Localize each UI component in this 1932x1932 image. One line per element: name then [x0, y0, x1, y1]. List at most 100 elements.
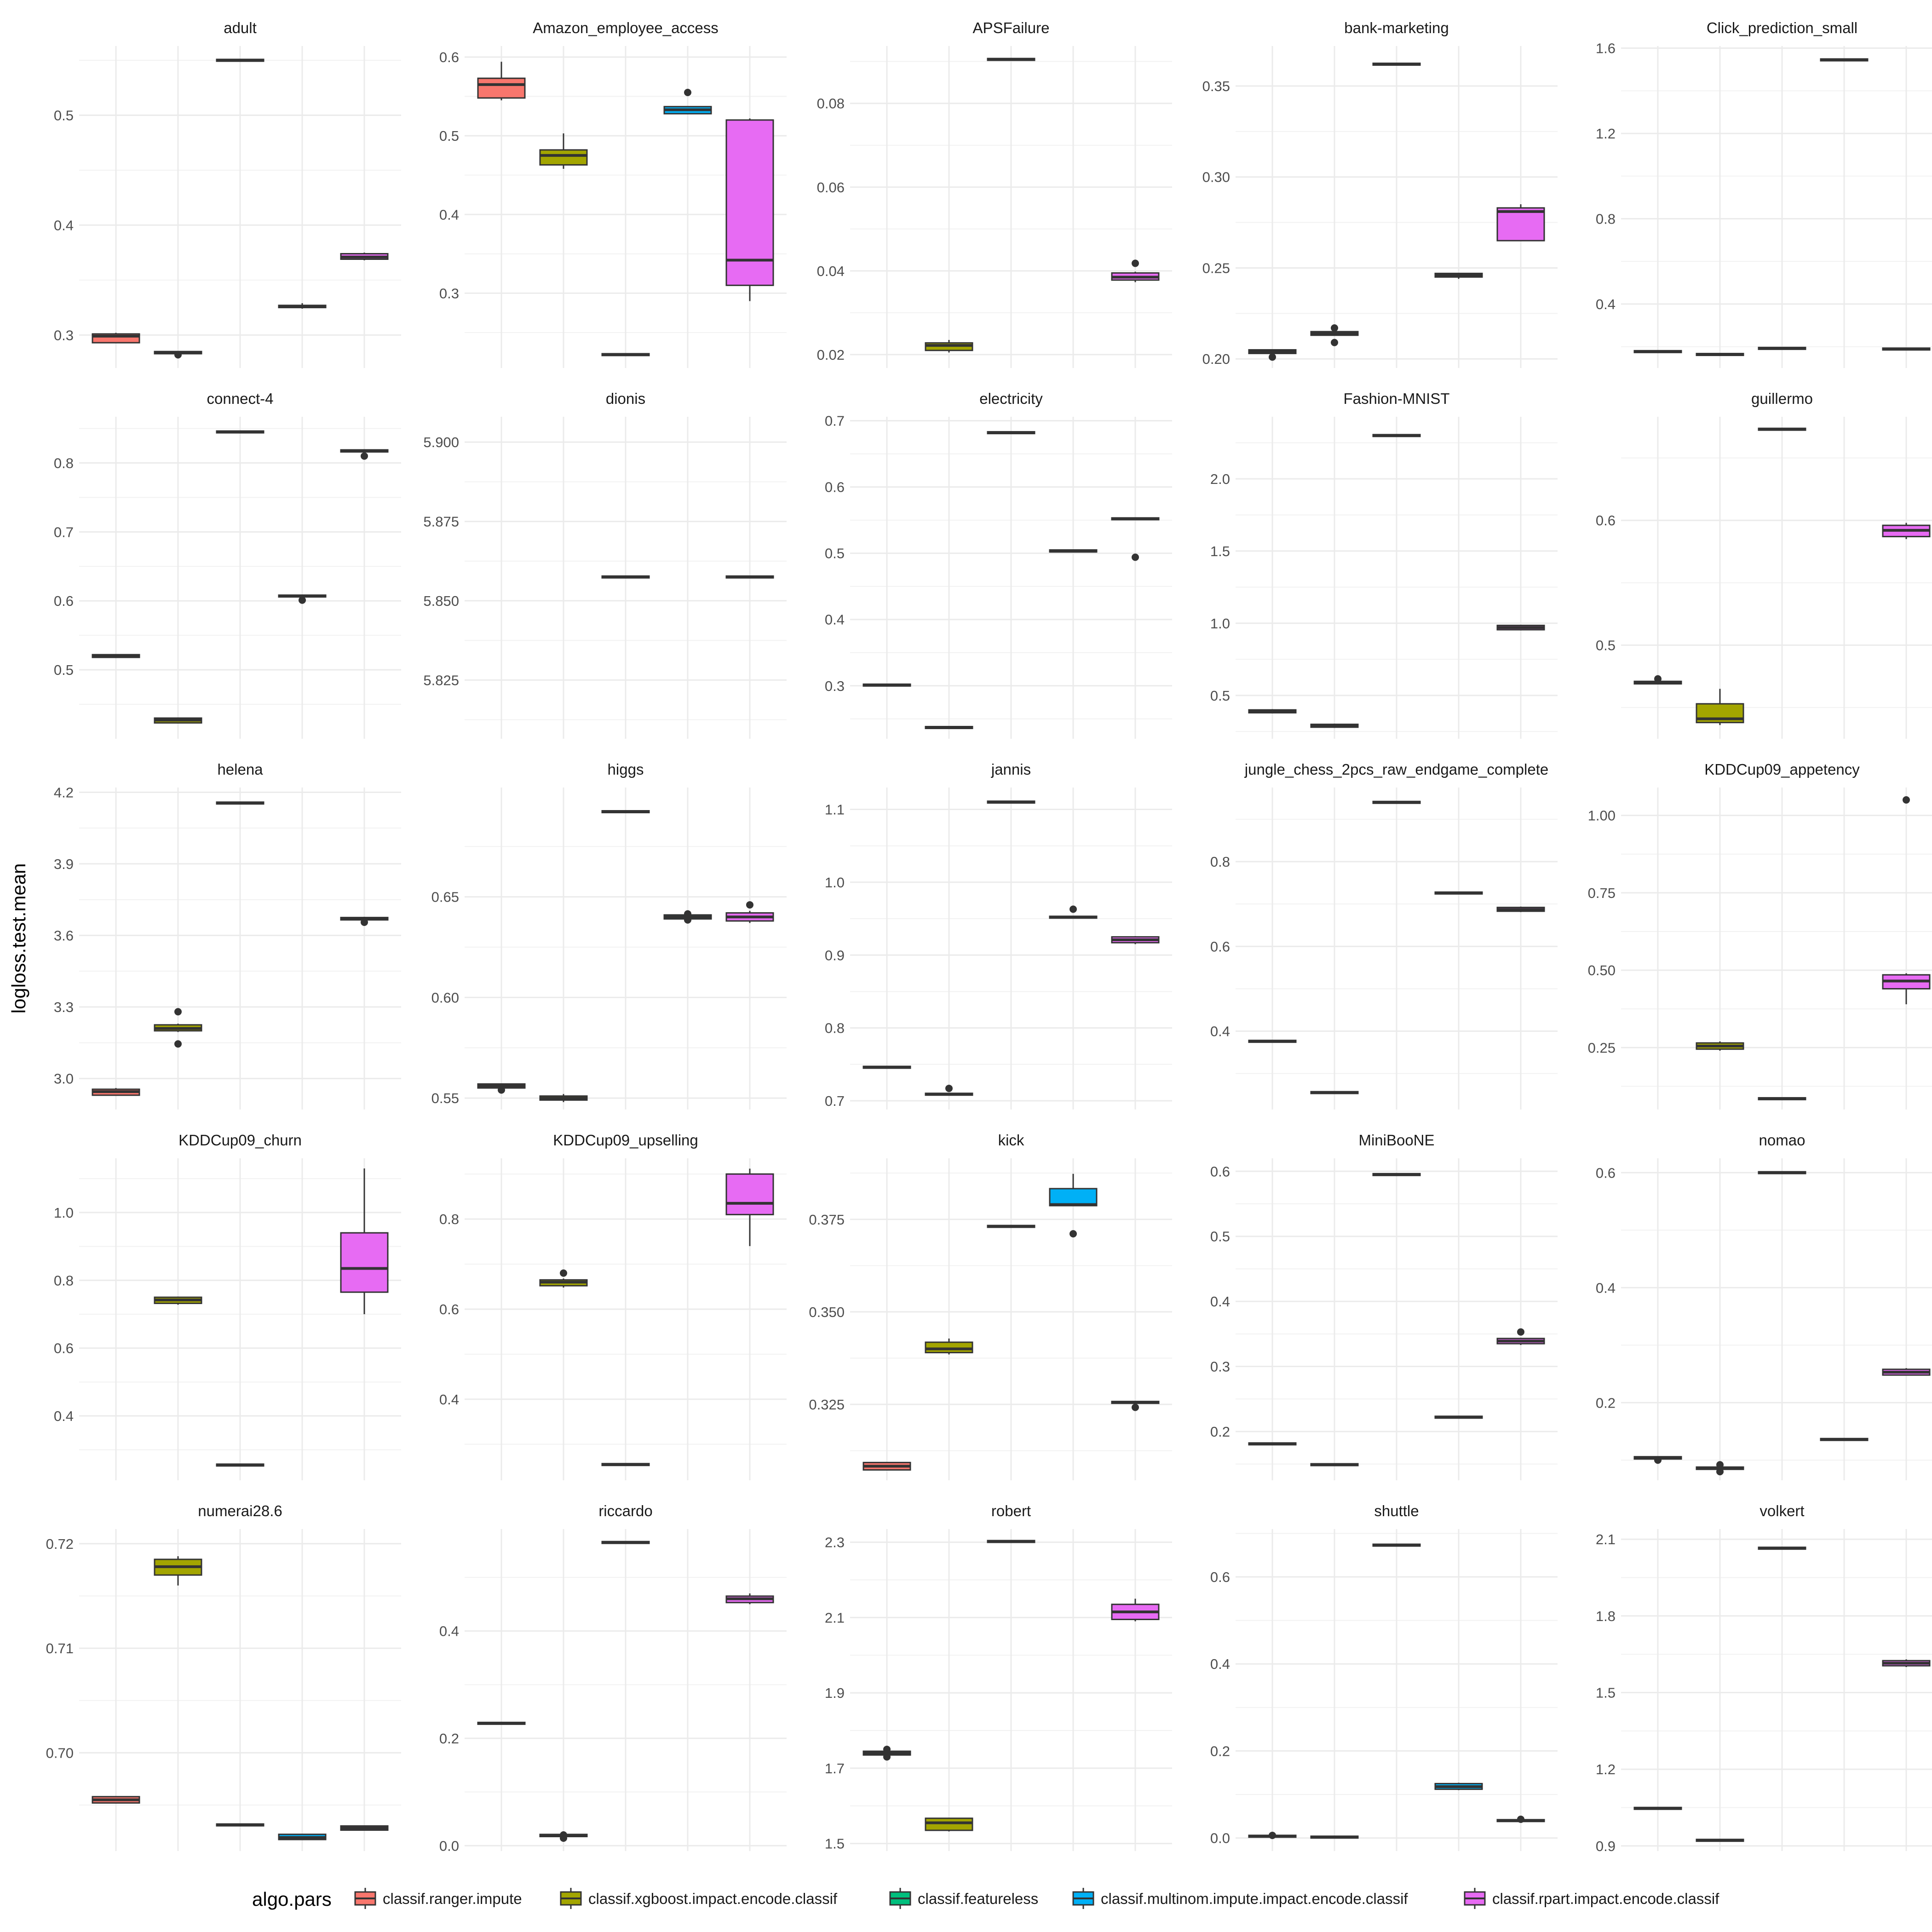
box — [1696, 1461, 1744, 1476]
box — [1310, 724, 1359, 728]
y-tick-label: 1.7 — [825, 1760, 845, 1777]
outlier-point — [1517, 1328, 1524, 1336]
box — [216, 1463, 264, 1467]
y-tick-label: 0.5 — [439, 128, 459, 144]
y-tick-label: 0.5 — [825, 546, 845, 562]
facet-title: jungle_chess_2pcs_raw_endgame_complete — [1244, 761, 1548, 778]
box — [862, 1745, 911, 1761]
box — [925, 1338, 973, 1355]
y-tick-label: 0.8 — [54, 1272, 74, 1288]
y-tick-label: 0.08 — [817, 96, 845, 112]
y-tick-label: 0.9 — [1596, 1838, 1616, 1854]
y-tick-label: 1.5 — [825, 1836, 845, 1852]
facet-panel: 0.0 0.2 0.4 0.6 shuttle — [1210, 1502, 1558, 1851]
box — [1882, 1368, 1931, 1376]
facet-title: volkert — [1760, 1502, 1804, 1519]
y-tick-label: 0.4 — [1210, 1294, 1230, 1310]
box — [1049, 549, 1098, 553]
legend-label: classif.ranger.impute — [383, 1890, 522, 1907]
box-body — [925, 1817, 973, 1831]
facet-panel: 0.0 0.2 0.4 riccardo — [439, 1502, 787, 1854]
y-tick-label: 0.70 — [46, 1745, 74, 1761]
y-tick-label: 0.35 — [1202, 78, 1230, 94]
box — [601, 353, 650, 356]
box — [216, 58, 264, 62]
outlier-point — [1070, 1230, 1077, 1238]
box — [1434, 1415, 1483, 1419]
facet-title: connect-4 — [207, 390, 274, 407]
box — [1310, 1835, 1359, 1839]
facet-panel: 3.0 3.3 3.6 3.9 4.2 helena — [54, 761, 401, 1110]
box — [154, 1556, 202, 1586]
box-body — [725, 119, 774, 286]
y-tick-label: 0.5 — [1210, 688, 1230, 704]
box — [725, 118, 774, 301]
outlier-point — [1331, 339, 1338, 346]
outlier-point — [883, 1745, 891, 1753]
box-body — [340, 1232, 389, 1293]
box — [1696, 1839, 1744, 1842]
legend-key — [1072, 1888, 1094, 1909]
facet-title: robert — [991, 1502, 1031, 1519]
y-tick-label: 0.8 — [1210, 854, 1230, 870]
box — [1248, 1831, 1297, 1839]
facet-panel: 0.3 0.4 0.5 0.6 0.7 electricity — [825, 390, 1172, 739]
y-tick-label: 0.6 — [1210, 1163, 1230, 1179]
box — [216, 430, 264, 434]
box — [1820, 58, 1869, 62]
box — [154, 717, 202, 724]
y-tick-label: 0.5 — [54, 108, 74, 124]
box — [1633, 1456, 1682, 1464]
box — [278, 303, 327, 309]
facet-title: guillermo — [1751, 390, 1813, 407]
box — [1696, 689, 1744, 725]
facet-title: KDDCup09_churn — [178, 1132, 302, 1149]
box — [1758, 1097, 1806, 1100]
outlier-point — [1517, 1815, 1524, 1823]
outlier-point — [1269, 1831, 1276, 1839]
y-tick-label: 2.0 — [1210, 471, 1230, 487]
box — [1820, 1438, 1869, 1441]
box — [1372, 1543, 1421, 1547]
box — [1882, 347, 1931, 351]
outlier-point — [1654, 675, 1662, 683]
box — [862, 683, 911, 687]
box — [1111, 517, 1160, 561]
box — [1372, 63, 1421, 66]
outlier-point — [883, 1753, 891, 1761]
box — [987, 1225, 1035, 1228]
box — [1882, 796, 1931, 1005]
outlier-point — [1269, 353, 1276, 361]
box — [663, 88, 712, 115]
box — [1248, 1442, 1297, 1446]
box — [477, 1721, 526, 1725]
box — [1696, 1041, 1744, 1051]
y-tick-label: 3.0 — [54, 1071, 74, 1087]
box — [340, 1168, 389, 1314]
box — [925, 340, 973, 353]
y-tick-label: 1.0 — [54, 1205, 74, 1221]
y-tick-label: 0.50 — [1588, 962, 1616, 978]
box — [1434, 1782, 1483, 1790]
box — [601, 575, 650, 579]
outlier-point — [560, 1269, 567, 1277]
box — [1111, 1598, 1160, 1622]
y-tick-label: 0.04 — [817, 263, 845, 279]
box-body — [925, 1341, 973, 1353]
box — [1248, 709, 1297, 714]
box — [340, 1825, 389, 1831]
y-tick-label: 0.8 — [54, 455, 74, 471]
y-tick-label: 0.4 — [439, 207, 459, 223]
y-tick-label: 0.4 — [1210, 1024, 1230, 1040]
y-tick-label: 1.6 — [1596, 40, 1616, 57]
y-tick-label: 0.65 — [431, 889, 459, 905]
box — [987, 431, 1035, 435]
y-tick-label: 0.4 — [439, 1392, 459, 1408]
y-tick-label: 3.6 — [54, 927, 74, 943]
facet-panel: 0.2 0.4 0.6 nomao — [1596, 1132, 1932, 1480]
y-tick-label: 0.6 — [439, 49, 459, 65]
outlier-point — [684, 916, 691, 924]
y-tick-label: 0.7 — [825, 413, 845, 429]
box — [92, 333, 140, 344]
facet-panel: 0.4 0.6 0.8 jungle_chess_2pcs_raw_endgame_c… — [1210, 761, 1558, 1110]
